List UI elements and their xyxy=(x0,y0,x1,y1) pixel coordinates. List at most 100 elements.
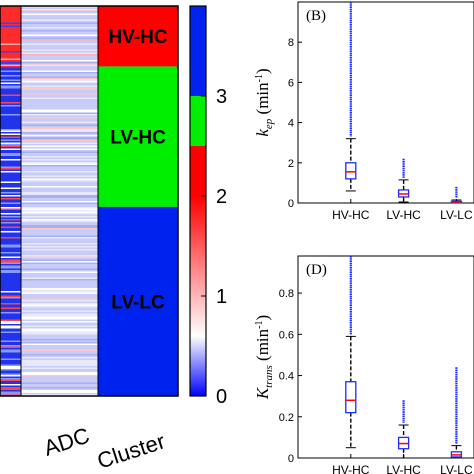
adc-stripe-left xyxy=(0,66,21,68)
adc-stripe xyxy=(21,18,98,20)
adc-stripe xyxy=(21,132,98,134)
adc-stripe xyxy=(21,114,98,116)
adc-stripe-left xyxy=(0,262,21,265)
adc-stripe xyxy=(21,159,98,161)
adc-stripe xyxy=(21,48,98,50)
adc-stripe xyxy=(21,78,98,80)
adc-stripe-left xyxy=(0,334,21,337)
adc-stripe-left xyxy=(0,330,21,332)
y-tick-label: 0.6 xyxy=(279,329,294,341)
adc-stripe xyxy=(21,379,98,382)
adc-stripe xyxy=(21,289,98,292)
adc-stripe-left xyxy=(0,127,21,130)
adc-stripe-left xyxy=(0,343,21,346)
adc-stripe xyxy=(21,69,98,71)
adc-stripe-left xyxy=(0,138,21,140)
adc-stripe-left xyxy=(0,370,21,373)
adc-stripe xyxy=(21,315,98,317)
adc-stripe-left xyxy=(0,64,21,67)
adc-stripe-left xyxy=(0,372,21,374)
adc-stripe xyxy=(21,31,98,34)
adc-stripe xyxy=(21,180,98,182)
adc-stripe-left xyxy=(0,72,21,74)
adc-stripe-left xyxy=(0,267,21,269)
adc-stripe-left xyxy=(0,40,21,43)
adc-stripe-left xyxy=(0,211,21,214)
adc-stripe xyxy=(21,148,98,151)
adc-stripe-left xyxy=(0,133,21,136)
adc-stripe-left xyxy=(0,238,21,241)
adc-stripe xyxy=(21,10,98,13)
adc-stripe xyxy=(21,61,98,64)
adc-stripe xyxy=(21,330,98,332)
adc-stripe xyxy=(21,135,98,137)
adc-stripe-left xyxy=(0,312,21,314)
adc-stripe-left xyxy=(0,96,21,98)
adc-stripe xyxy=(21,210,98,212)
adc-stripe-left xyxy=(0,180,21,182)
adc-stripe xyxy=(21,346,98,349)
adc-stripe xyxy=(21,60,98,62)
adc-stripe xyxy=(21,145,98,148)
y-axis-exponent: -1 xyxy=(254,321,265,329)
adc-stripe xyxy=(21,370,98,373)
adc-stripe-left xyxy=(0,37,21,40)
adc-stripe xyxy=(21,46,98,49)
adc-stripe-left xyxy=(0,111,21,113)
adc-stripe xyxy=(21,66,98,68)
adc-stripe-left xyxy=(0,186,21,188)
y-tick-label: 4 xyxy=(288,118,294,130)
adc-stripe xyxy=(21,189,98,191)
adc-stripe-left xyxy=(0,136,21,139)
heatmap-panel: ADC Cluster HV-HC LV-HC LV-LC xyxy=(0,5,179,474)
adc-stripe-left xyxy=(0,82,21,85)
adc-stripe xyxy=(21,324,98,326)
adc-stripe-left xyxy=(0,51,21,53)
adc-stripe xyxy=(21,43,98,46)
adc-stripe xyxy=(21,166,98,169)
adc-stripe xyxy=(21,339,98,341)
adc-stripe-left xyxy=(0,249,21,251)
adc-stripe xyxy=(21,322,98,325)
y-axis-subscript: trans xyxy=(263,365,275,388)
adc-stripe xyxy=(21,354,98,356)
adc-stripe-left xyxy=(0,6,21,8)
adc-stripe xyxy=(21,327,98,329)
adc-stripe xyxy=(21,174,98,176)
adc-stripe xyxy=(21,313,98,316)
adc-stripe xyxy=(21,234,98,236)
adc-stripe xyxy=(21,291,98,293)
adc-stripe-left xyxy=(0,154,21,157)
y-axis-subscript: ep xyxy=(263,118,275,129)
adc-stripe-left xyxy=(0,159,21,161)
adc-stripe xyxy=(21,216,98,218)
adc-stripe xyxy=(21,115,98,118)
adc-stripe-left xyxy=(0,261,21,263)
adc-stripe-left xyxy=(0,256,21,259)
adc-stripe xyxy=(21,129,98,131)
adc-stripe xyxy=(21,277,98,280)
adc-stripe-left xyxy=(0,87,21,89)
adc-stripe-left xyxy=(0,124,21,127)
adc-stripe-left xyxy=(0,348,21,350)
adc-stripe-left xyxy=(0,102,21,104)
adc-stripe-left xyxy=(0,271,21,274)
adc-stripe xyxy=(21,157,98,160)
adc-stripe-left xyxy=(0,285,21,287)
colorbar-tick-label: 3 xyxy=(216,86,227,108)
adc-stripe xyxy=(21,282,98,284)
adc-stripe xyxy=(21,348,98,350)
adc-stripe-left xyxy=(0,265,21,268)
adc-stripe-left xyxy=(0,208,21,211)
adc-stripe xyxy=(21,363,98,365)
adc-stripe xyxy=(21,376,98,379)
adc-stripe-left xyxy=(0,250,21,253)
colorbar-segment xyxy=(190,146,206,196)
adc-stripe-left xyxy=(0,129,21,131)
adc-stripe-left xyxy=(0,214,21,217)
adc-stripe xyxy=(21,178,98,181)
y-tick-label: 0.2 xyxy=(279,412,294,424)
adc-stripe xyxy=(21,268,98,271)
adc-stripe xyxy=(21,276,98,278)
